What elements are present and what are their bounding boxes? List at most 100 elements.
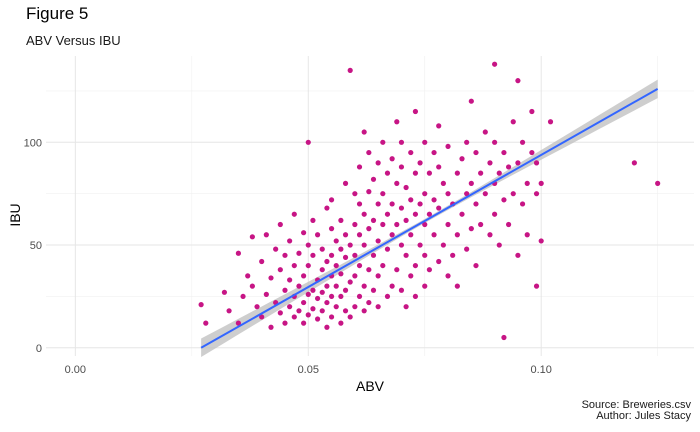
data-point xyxy=(398,287,405,293)
data-point xyxy=(445,221,451,228)
data-point xyxy=(403,184,409,191)
data-point xyxy=(380,221,386,228)
data-point xyxy=(408,197,414,203)
data-point xyxy=(431,149,437,156)
data-point xyxy=(375,273,381,279)
data-point xyxy=(338,271,344,277)
data-point xyxy=(473,201,479,207)
data-point xyxy=(366,189,372,195)
data-point xyxy=(412,262,419,269)
data-point xyxy=(314,316,321,322)
data-point xyxy=(445,273,451,279)
data-point xyxy=(515,252,521,258)
data-point xyxy=(277,267,283,273)
data-point xyxy=(259,314,265,320)
data-point xyxy=(487,232,493,238)
data-point xyxy=(380,262,386,269)
data-point xyxy=(352,252,358,258)
data-point xyxy=(384,246,391,252)
data-point xyxy=(538,180,544,186)
trend-line-layer xyxy=(200,88,659,349)
data-point xyxy=(347,314,353,320)
data-point xyxy=(310,306,316,312)
data-point xyxy=(464,246,470,252)
y-tick-label: 100 xyxy=(24,137,42,149)
data-point xyxy=(389,283,395,289)
data-point xyxy=(375,160,381,166)
y-tick-label: 0 xyxy=(36,343,42,355)
data-point xyxy=(324,283,330,289)
data-point xyxy=(370,287,377,293)
data-point xyxy=(496,170,502,176)
figure-subtitle: ABV Versus IBU xyxy=(26,33,121,48)
data-point xyxy=(496,242,502,248)
data-point xyxy=(287,238,293,244)
data-point xyxy=(389,232,395,238)
data-point xyxy=(403,304,409,310)
data-point xyxy=(361,242,367,248)
data-point xyxy=(445,143,451,150)
caption-source: Source: Breweries.csv xyxy=(581,399,691,411)
data-point xyxy=(370,217,377,223)
data-point xyxy=(547,119,554,125)
data-point xyxy=(389,156,395,162)
data-point xyxy=(314,232,321,238)
data-point xyxy=(380,139,386,145)
data-point xyxy=(310,217,316,223)
data-point xyxy=(226,308,232,314)
data-point xyxy=(282,287,288,293)
data-point xyxy=(347,242,353,248)
data-point xyxy=(291,314,297,320)
data-point xyxy=(445,191,451,197)
data-point xyxy=(296,250,302,256)
data-point xyxy=(422,139,428,145)
data-point xyxy=(422,221,428,228)
data-point xyxy=(305,312,311,318)
data-point xyxy=(454,283,460,289)
data-point xyxy=(291,262,297,269)
figure-title: Figure 5 xyxy=(26,4,89,23)
caption-author: Author: Jules Stacy xyxy=(596,410,691,422)
data-point xyxy=(519,139,526,145)
data-point xyxy=(464,191,470,197)
data-point xyxy=(533,283,540,289)
data-point xyxy=(436,205,442,211)
data-point xyxy=(314,295,321,302)
data-point xyxy=(408,273,414,279)
data-point xyxy=(380,191,386,197)
data-point xyxy=(487,160,493,166)
data-point xyxy=(370,252,377,258)
data-point xyxy=(305,139,311,145)
data-point xyxy=(333,304,339,310)
data-point xyxy=(431,232,437,238)
data-point xyxy=(277,221,283,228)
data-point xyxy=(468,180,474,186)
data-point xyxy=(501,197,507,203)
y-axis-ticks: 0 50 100 xyxy=(24,137,42,354)
x-axis-title: ABV xyxy=(356,378,385,394)
y-tick-label: 50 xyxy=(30,240,42,252)
data-point xyxy=(436,258,442,265)
data-point xyxy=(324,299,330,306)
data-point xyxy=(505,164,512,170)
data-point xyxy=(338,293,344,300)
data-point xyxy=(403,217,409,223)
data-point xyxy=(333,262,339,269)
data-point xyxy=(305,262,311,269)
data-point xyxy=(510,119,516,125)
data-point xyxy=(296,308,302,314)
data-point xyxy=(459,211,465,217)
data-point xyxy=(301,273,307,279)
data-point xyxy=(203,320,209,326)
data-point xyxy=(342,287,349,293)
data-point xyxy=(524,232,530,238)
data-point xyxy=(356,293,363,300)
data-point xyxy=(394,221,400,228)
data-point xyxy=(417,242,423,248)
data-point xyxy=(296,283,302,289)
x-tick-label: 0.05 xyxy=(298,364,319,376)
data-point xyxy=(375,238,381,244)
data-point xyxy=(468,98,474,104)
data-point xyxy=(631,160,637,166)
